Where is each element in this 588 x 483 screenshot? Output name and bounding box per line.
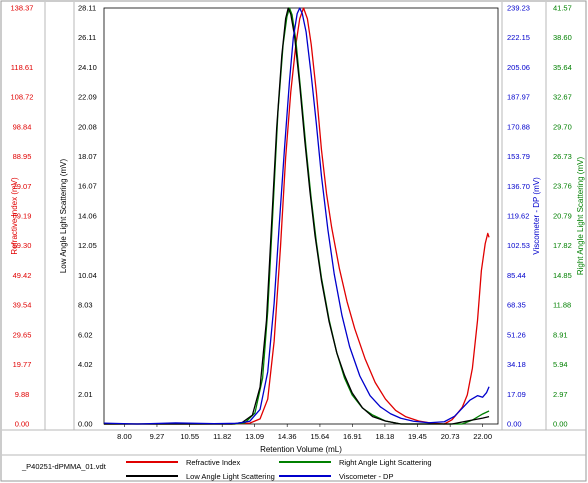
file-label: _P40251-dPMMA_01.vdt [21, 462, 107, 471]
x-tick-label: 8.00 [117, 432, 132, 441]
ri-tick-label: 118.61 [11, 63, 33, 72]
ri-tick-label: 39.54 [13, 301, 32, 310]
ri-tick-label: 0.00 [15, 420, 30, 429]
lals-tick-label: 20.08 [78, 122, 97, 131]
rals-tick-label: 14.85 [553, 271, 572, 280]
lals-tick-label: 10.04 [78, 271, 97, 280]
legend-label-low-angle-light-scattering: Low Angle Light Scattering [186, 472, 275, 481]
rals-axis-label: Right Angle Light Scattering (mV) [576, 157, 585, 276]
x-tick-label: 20.73 [441, 432, 460, 441]
x-axis-label: Retention Volume (mL) [260, 445, 342, 454]
dp-tick-label: 85.44 [507, 271, 526, 280]
x-tick-label: 15.64 [311, 432, 330, 441]
legend-label-viscometer-dp: Viscometer - DP [339, 472, 393, 481]
x-tick-label: 14.36 [278, 432, 297, 441]
lals-tick-label: 18.07 [78, 152, 97, 161]
rals-tick-label: 8.91 [553, 330, 568, 339]
x-tick-label: 18.18 [376, 432, 395, 441]
rals-tick-label: 32.67 [553, 93, 572, 102]
dp-tick-label: 34.18 [507, 360, 526, 369]
series-line-right-angle-light-scattering [104, 7, 490, 425]
x-tick-label: 11.82 [213, 432, 231, 441]
lals-tick-label: 26.11 [78, 33, 96, 42]
dp-tick-label: 102.53 [507, 241, 530, 250]
ri-tick-label: 59.30 [13, 241, 32, 250]
x-axis: 8.00 9.27 10.55 11.82 13.09 14.36 15.64 16.91 18… [117, 424, 492, 454]
lals-tick-label: 16.07 [78, 182, 97, 191]
dp-tick-label: 170.88 [507, 122, 530, 131]
rals-tick-label: 11.88 [553, 301, 571, 310]
rals-tick-label: 38.60 [553, 33, 572, 42]
x-tick-label: 19.45 [408, 432, 427, 441]
series-line-refractive-index [104, 7, 490, 425]
lals-tick-label: 2.01 [78, 390, 93, 399]
ri-tick-label: 19.77 [13, 360, 32, 369]
rals-tick-label: 0.00 [553, 420, 568, 429]
series-line-low-angle-light-scattering [104, 7, 490, 425]
x-tick-label: 9.27 [150, 432, 165, 441]
dp-tick-label: 51.26 [507, 330, 526, 339]
x-tick-label: 13.09 [245, 432, 264, 441]
ri-tick-label: 108.72 [11, 93, 34, 102]
right-axes: 0.00 17.09 34.18 51.26 68.35 85.44 102.53 119.6… [507, 4, 585, 429]
dp-tick-label: 119.62 [507, 211, 529, 220]
ri-axis-label: Refractive Index (mV) [10, 177, 19, 255]
rals-tick-label: 26.73 [553, 152, 572, 161]
dp-tick-label: 239.23 [507, 4, 530, 13]
rals-tick-label: 20.79 [553, 211, 572, 220]
rals-tick-label: 29.70 [553, 122, 572, 131]
rals-tick-label: 41.57 [553, 4, 572, 13]
rals-tick-label: 35.64 [553, 63, 572, 72]
legend: _P40251-dPMMA_01.vdt Refractive Index Righ… [21, 458, 432, 481]
plot-area-border [103, 7, 499, 425]
lals-tick-label: 14.06 [78, 211, 97, 220]
series-line-viscometer-dp [103, 7, 490, 425]
ri-tick-label: 79.07 [13, 182, 32, 191]
rals-tick-label: 23.76 [553, 182, 572, 191]
legend-label-refractive-index: Refractive Index [186, 458, 240, 467]
lals-tick-label: 4.02 [78, 360, 93, 369]
lals-tick-label: 22.09 [78, 93, 97, 102]
rals-tick-label: 17.82 [553, 241, 572, 250]
lals-tick-label: 24.10 [78, 63, 97, 72]
rals-tick-label: 5.94 [553, 360, 568, 369]
lals-tick-label: 6.02 [78, 330, 93, 339]
x-tick-label: 22.00 [473, 432, 492, 441]
rals-tick-label: 2.97 [553, 390, 568, 399]
x-tick-label: 10.55 [180, 432, 199, 441]
legend-label-right-angle-light-scattering: Right Angle Light Scattering [339, 458, 432, 467]
dp-tick-label: 187.97 [507, 93, 530, 102]
x-tick-label: 16.91 [343, 432, 362, 441]
lals-axis-label: Low Angle Light Scattering (mV) [59, 159, 68, 274]
ri-tick-label: 98.84 [13, 122, 32, 131]
dp-tick-label: 153.79 [507, 152, 530, 161]
dp-tick-label: 17.09 [507, 390, 526, 399]
ri-tick-label: 88.95 [13, 152, 32, 161]
ri-tick-label: 138.37 [11, 4, 34, 13]
dp-tick-label: 136.70 [507, 182, 530, 191]
ri-tick-label: 29.65 [13, 330, 32, 339]
dp-tick-label: 0.00 [507, 420, 522, 429]
ri-tick-label: 9.88 [15, 390, 30, 399]
dp-tick-label: 205.06 [507, 63, 530, 72]
dp-tick-label: 68.35 [507, 301, 526, 310]
dp-axis-label: Viscometer - DP (mV) [532, 177, 541, 255]
ri-tick-label: 69.19 [13, 211, 32, 220]
series-layer [103, 7, 490, 425]
left-axes: 0.00 9.88 19.77 29.65 39.54 49.42 59.30 69.19 79… [10, 4, 97, 429]
dp-tick-label: 222.15 [507, 33, 530, 42]
lals-tick-label: 0.00 [78, 420, 93, 429]
lals-tick-label: 12.05 [78, 241, 97, 250]
ri-tick-label: 49.42 [13, 271, 32, 280]
lals-tick-label: 8.03 [78, 301, 93, 310]
lals-tick-label: 28.11 [78, 4, 96, 13]
